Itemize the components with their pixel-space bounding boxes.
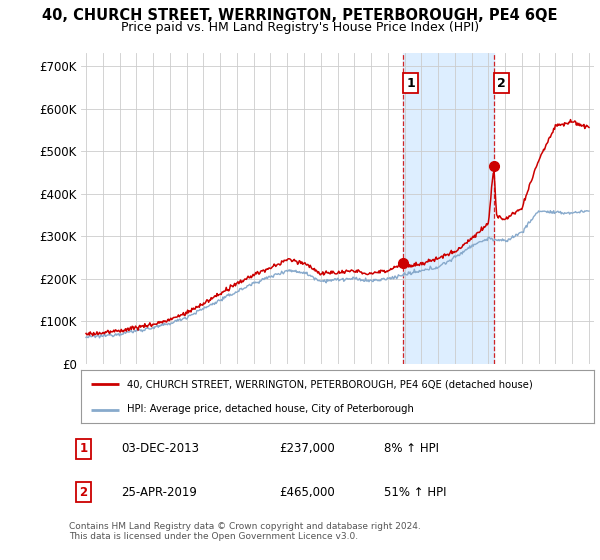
Text: 25-APR-2019: 25-APR-2019 bbox=[121, 486, 197, 498]
Text: 40, CHURCH STREET, WERRINGTON, PETERBOROUGH, PE4 6QE: 40, CHURCH STREET, WERRINGTON, PETERBORO… bbox=[42, 8, 558, 24]
Text: 2: 2 bbox=[79, 486, 88, 498]
Text: 1: 1 bbox=[79, 442, 88, 455]
Text: 2: 2 bbox=[497, 77, 506, 90]
Text: 1: 1 bbox=[407, 77, 415, 90]
Text: £465,000: £465,000 bbox=[279, 486, 335, 498]
Text: £237,000: £237,000 bbox=[279, 442, 335, 455]
Text: 40, CHURCH STREET, WERRINGTON, PETERBOROUGH, PE4 6QE (detached house): 40, CHURCH STREET, WERRINGTON, PETERBORO… bbox=[127, 380, 533, 390]
Text: Price paid vs. HM Land Registry's House Price Index (HPI): Price paid vs. HM Land Registry's House … bbox=[121, 21, 479, 34]
Text: Contains HM Land Registry data © Crown copyright and database right 2024.
This d: Contains HM Land Registry data © Crown c… bbox=[69, 522, 421, 542]
Text: 51% ↑ HPI: 51% ↑ HPI bbox=[384, 486, 446, 498]
Text: 03-DEC-2013: 03-DEC-2013 bbox=[121, 442, 199, 455]
Text: 8% ↑ HPI: 8% ↑ HPI bbox=[384, 442, 439, 455]
Text: HPI: Average price, detached house, City of Peterborough: HPI: Average price, detached house, City… bbox=[127, 404, 414, 414]
Bar bbox=[403, 53, 494, 364]
